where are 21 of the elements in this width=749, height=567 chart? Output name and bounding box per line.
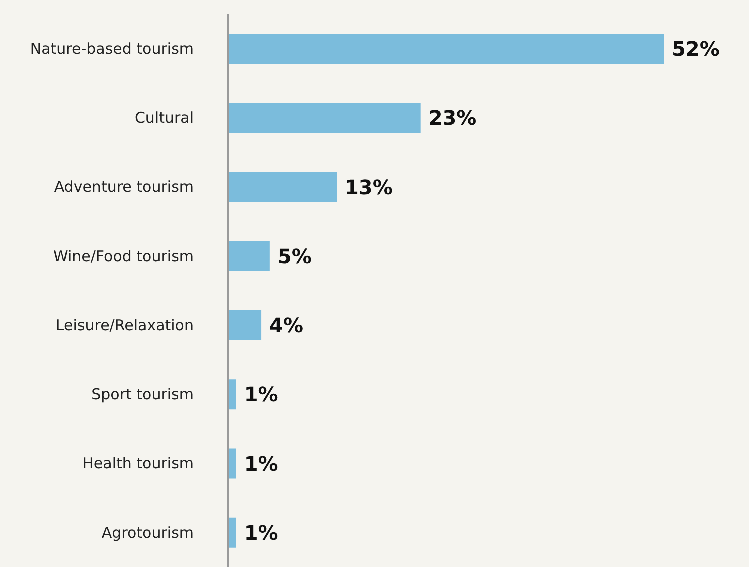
data-label: 5% (278, 244, 312, 268)
bar (228, 34, 664, 64)
y-tick-label: Leisure/Relaxation (56, 316, 194, 334)
bar (228, 172, 337, 202)
bar (228, 310, 262, 340)
data-label: 1% (244, 382, 278, 407)
data-label: 4% (270, 314, 304, 338)
data-label: 23% (428, 106, 477, 130)
y-tick-label: Nature-based tourism (30, 40, 194, 58)
bar (228, 241, 270, 272)
y-tick-label: Sport tourism (92, 386, 194, 404)
data-label: 13% (345, 175, 393, 200)
y-tick-label: Health tourism (82, 454, 194, 473)
data-label: 1% (244, 520, 278, 545)
y-tick-label: Wine/Food tourism (53, 247, 194, 266)
data-label: 1% (244, 452, 278, 476)
y-tick-label: Adventure tourism (54, 178, 194, 196)
data-label: 52% (672, 37, 720, 62)
y-tick-label: Agrotourism (102, 524, 194, 542)
y-tick-label: Cultural (134, 109, 194, 128)
bar (228, 103, 421, 134)
